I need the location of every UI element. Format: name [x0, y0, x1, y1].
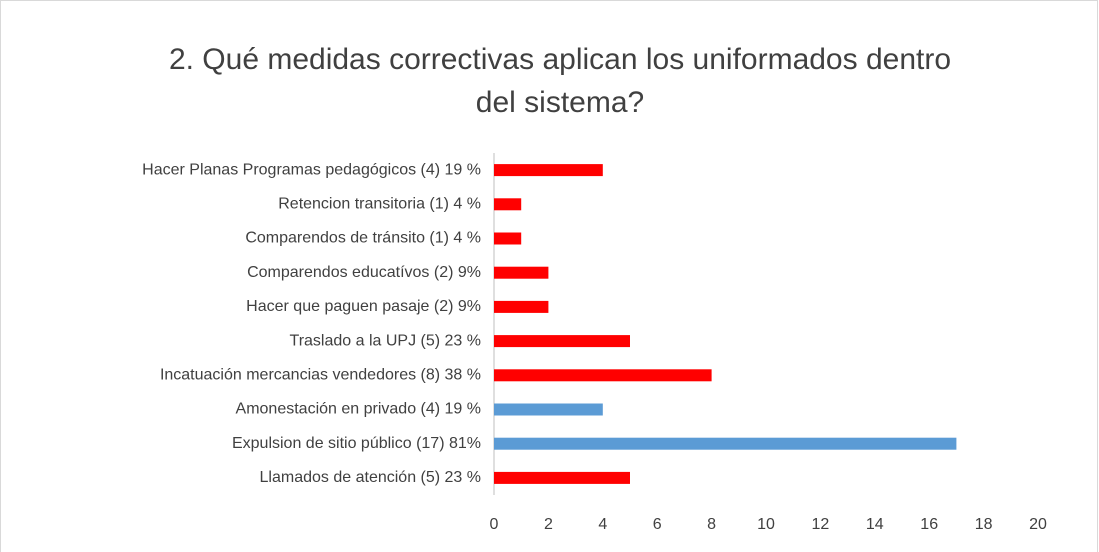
x-tick-label: 18	[975, 516, 993, 533]
bar	[494, 335, 630, 348]
x-tick-label: 20	[1029, 516, 1047, 533]
y-tick-label: Hacer que paguen pasaje (2) 9%	[246, 298, 481, 315]
y-tick-label: Traslado a la UPJ (5) 23 %	[290, 332, 481, 349]
x-tick-label: 16	[920, 516, 938, 533]
bar	[494, 198, 522, 211]
y-tick-label: Retencion transitoria (1) 4 %	[278, 196, 481, 213]
y-tick-label: Expulsion de sitio público (17) 81%	[232, 435, 481, 452]
x-tick-label: 10	[757, 516, 775, 533]
bar	[494, 232, 522, 245]
bar	[494, 471, 630, 484]
x-tick-label: 4	[598, 516, 607, 533]
bar	[494, 403, 603, 416]
y-tick-label: Amonestación en privado (4) 19 %	[236, 401, 481, 418]
x-tick-label: 12	[812, 516, 830, 533]
x-tick-label: 2	[544, 516, 553, 533]
y-tick-label: Incatuación mercancias vendedores (8) 38…	[160, 367, 481, 384]
bar	[494, 300, 549, 313]
y-tick-label: Llamados de atención (5) 23 %	[260, 469, 481, 486]
chart-title: 2. Qué medidas correctivas aplican los u…	[168, 43, 952, 119]
x-tick-label: 14	[866, 516, 884, 533]
bar	[494, 437, 957, 450]
bar	[494, 266, 549, 279]
bar	[494, 369, 712, 382]
bar	[494, 164, 603, 177]
x-tick-label: 0	[490, 516, 499, 533]
y-tick-label: Comparendos educatívos (2) 9%	[247, 264, 481, 281]
x-tick-label: 8	[707, 516, 716, 533]
y-tick-label: Comparendos de tránsito (1) 4 %	[245, 230, 481, 247]
x-tick-label: 6	[653, 516, 662, 533]
y-tick-label: Hacer Planas Programas pedagógicos (4) 1…	[142, 161, 481, 178]
